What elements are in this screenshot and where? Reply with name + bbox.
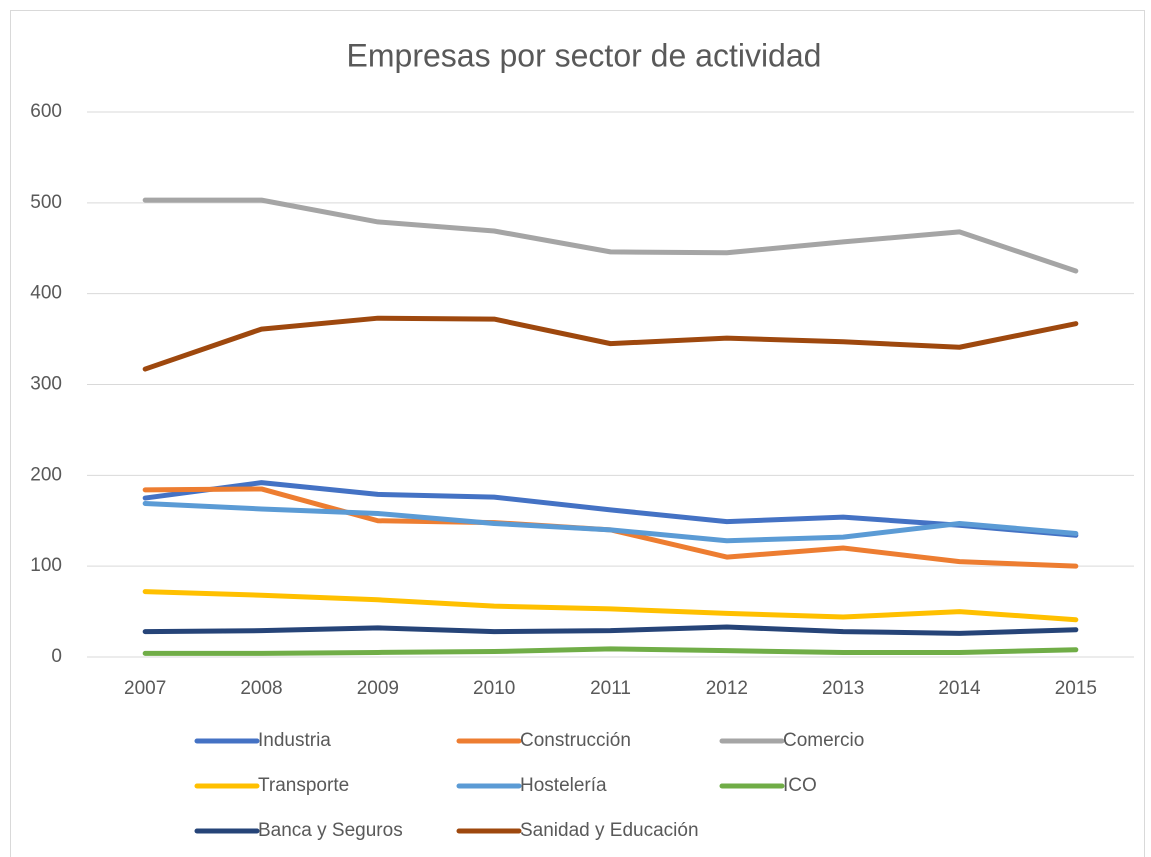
legend-label: ICO	[783, 775, 817, 796]
y-tick-label: 500	[30, 192, 62, 213]
x-tick-label: 2007	[124, 678, 166, 699]
x-tick-label: 2013	[822, 678, 864, 699]
legend-label: Hostelería	[520, 775, 607, 796]
x-tick-label: 2012	[706, 678, 748, 699]
x-tick-label: 2015	[1055, 678, 1097, 699]
y-tick-label: 0	[51, 646, 62, 667]
legend-label: Industria	[258, 730, 331, 751]
series-line	[142, 197, 1079, 274]
y-tick-label: 400	[30, 283, 62, 304]
x-tick-label: 2011	[590, 678, 631, 699]
chart-title: Empresas por sector de actividad	[347, 37, 822, 73]
legend-label: Transporte	[258, 775, 349, 796]
legend-label: Sanidad y Educación	[520, 820, 699, 841]
series-line	[142, 589, 1079, 623]
x-tick-label: 2010	[473, 678, 515, 699]
x-tick-label: 2014	[938, 678, 981, 699]
x-tick-label: 2009	[357, 678, 399, 699]
legend-label: Comercio	[783, 730, 864, 751]
y-tick-label: 300	[30, 374, 62, 395]
series-line	[142, 624, 1079, 636]
chart-frame	[10, 10, 1145, 857]
series-line	[142, 500, 1079, 544]
y-tick-label: 100	[30, 555, 62, 576]
series-line	[142, 315, 1079, 372]
x-tick-label: 2008	[240, 678, 282, 699]
legend-label: Banca y Seguros	[258, 820, 403, 841]
series-line	[142, 646, 1079, 656]
y-tick-label: 600	[30, 101, 62, 122]
legend-label: Construcción	[520, 730, 631, 751]
series-line	[142, 480, 1079, 538]
y-tick-label: 200	[30, 464, 62, 485]
